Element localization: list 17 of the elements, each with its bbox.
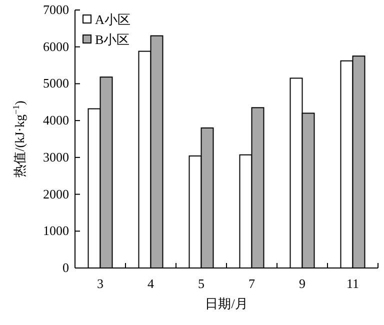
y-tick-label: 2000: [43, 186, 69, 202]
x-tick-label: 7: [248, 276, 256, 291]
y-tick-label: 0: [62, 260, 69, 275]
y-tick-label: 6000: [43, 38, 69, 54]
x-tick-label: 4: [148, 276, 154, 291]
x-tick-label: 3: [97, 276, 104, 291]
y-tick-label: 5000: [43, 76, 69, 91]
legend-label: A小区: [95, 12, 130, 27]
x-tick-label: 5: [198, 276, 204, 291]
y-tick-label: 3000: [43, 149, 69, 164]
x-tick-label: 9: [299, 276, 306, 291]
legend-label: B小区: [95, 32, 130, 47]
y-tick-label: 4000: [43, 112, 69, 128]
y-tick-label: 7000: [43, 2, 69, 17]
x-axis-title: 日期/月: [205, 296, 248, 311]
x-tick-label: 11: [346, 276, 360, 291]
y-tick-label: 1000: [43, 223, 69, 238]
